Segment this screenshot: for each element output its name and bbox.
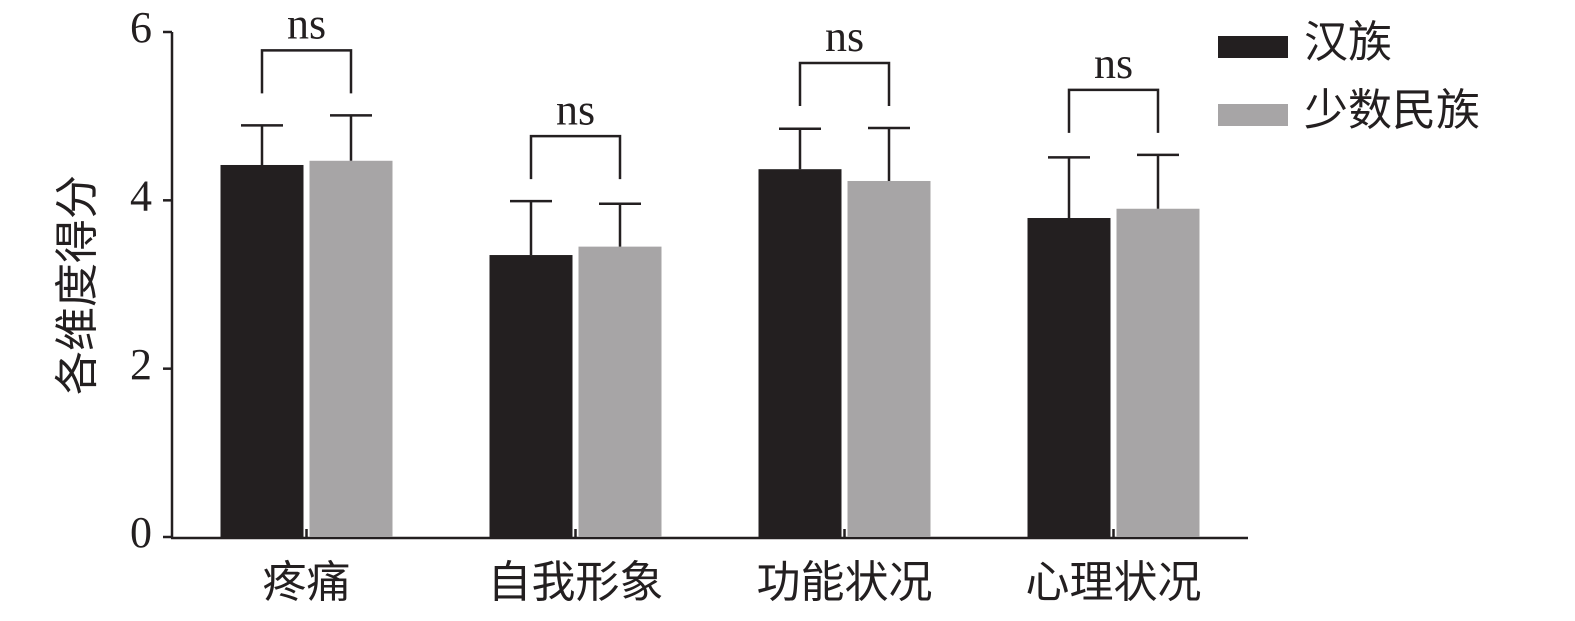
y-tick-label: 6: [130, 3, 152, 52]
x-tick-label: 自我形象: [488, 558, 664, 607]
bar: [758, 169, 842, 538]
bar: [578, 246, 662, 537]
legend-swatch: [1218, 104, 1288, 126]
y-tick-label: 4: [130, 171, 152, 220]
error-bar: [1137, 153, 1179, 209]
bar: [309, 160, 393, 537]
error-bar: [330, 114, 372, 161]
significance-bracket: [798, 61, 891, 106]
significance-bracket: [529, 134, 622, 180]
bar: [1116, 208, 1200, 537]
legend-swatch: [1218, 36, 1288, 58]
legend-label: 汉族: [1304, 18, 1392, 67]
bar: [220, 164, 304, 537]
significance-bracket: [260, 49, 353, 94]
bar: [489, 255, 573, 537]
error-bar: [599, 202, 641, 247]
bar: [847, 180, 931, 537]
bar: [1027, 218, 1111, 537]
significance-bracket: [1067, 88, 1160, 133]
y-tick-label: 0: [130, 508, 152, 557]
x-tick-label: 心理状况: [1026, 558, 1202, 607]
annotation: ns: [556, 85, 595, 134]
error-bar: [241, 124, 283, 165]
x-tick-label: 功能状况: [757, 558, 933, 607]
y-axis-label: 各维度得分: [53, 175, 102, 395]
error-bar: [779, 127, 821, 170]
annotation: ns: [287, 0, 326, 48]
error-bar: [510, 199, 552, 256]
y-tick-label: 2: [130, 340, 152, 389]
error-bar: [868, 126, 910, 181]
error-bar: [1048, 156, 1090, 219]
x-tick-label: 疼痛: [263, 558, 351, 607]
annotation: ns: [1094, 39, 1133, 88]
legend-label: 少数民族: [1304, 86, 1480, 135]
annotation: ns: [825, 12, 864, 61]
